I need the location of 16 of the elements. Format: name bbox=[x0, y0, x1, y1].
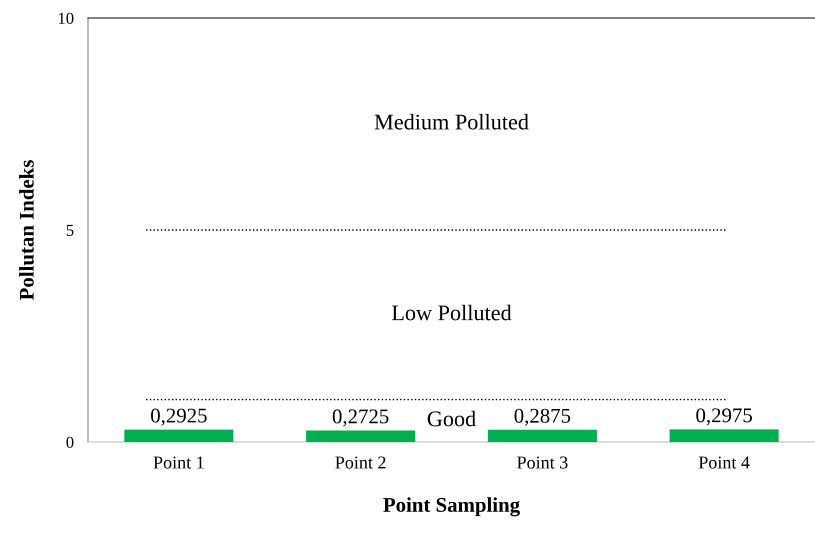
data-label: 0,2925 bbox=[151, 408, 207, 426]
x-tick-label: Point 3 bbox=[517, 456, 568, 469]
x-tick-label: Point 4 bbox=[698, 456, 750, 469]
y-tick-label: 5 bbox=[66, 224, 74, 236]
x-axis-title: Point Sampling bbox=[383, 497, 520, 516]
annotation: Low Polluted bbox=[392, 304, 512, 320]
y-tick-label: 10 bbox=[58, 12, 74, 24]
y-axis-title: Pollutan Indeks bbox=[19, 160, 34, 300]
annotation: Medium Polluted bbox=[374, 114, 529, 130]
data-label: 0,2725 bbox=[332, 409, 388, 426]
data-label: 0,2975 bbox=[696, 408, 752, 426]
annotation: Good bbox=[428, 410, 476, 426]
x-tick-label: Point 1 bbox=[154, 456, 204, 469]
x-tick-label: Point 2 bbox=[335, 456, 386, 469]
y-tick-label: 0 bbox=[66, 436, 74, 448]
data-label: 0,2875 bbox=[514, 408, 570, 426]
